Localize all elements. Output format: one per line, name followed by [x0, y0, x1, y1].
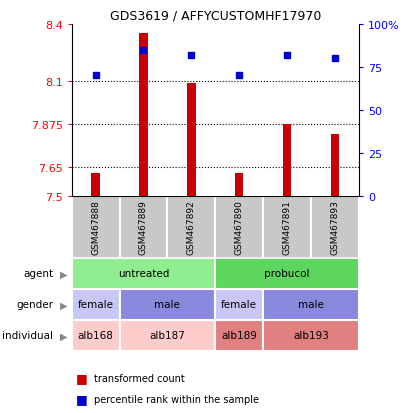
Bar [263, 289, 358, 320]
Bar [263, 197, 310, 258]
Bar [72, 289, 119, 320]
Bar [215, 197, 263, 258]
Text: GSM467892: GSM467892 [187, 200, 196, 255]
Bar [282, 125, 290, 197]
Bar [310, 197, 358, 258]
Text: individual: individual [2, 331, 53, 341]
Bar [167, 197, 215, 258]
Bar [215, 320, 263, 351]
Text: ▶: ▶ [60, 300, 67, 310]
Text: transformed count: transformed count [94, 373, 184, 383]
Text: GSM467891: GSM467891 [282, 200, 291, 255]
Text: percentile rank within the sample: percentile rank within the sample [94, 394, 258, 404]
Text: male: male [154, 300, 180, 310]
Bar [263, 320, 358, 351]
Text: alb187: alb187 [149, 331, 185, 341]
Bar [91, 173, 100, 197]
Title: GDS3619 / AFFYCUSTOMHF17970: GDS3619 / AFFYCUSTOMHF17970 [109, 9, 320, 22]
Text: GSM467890: GSM467890 [234, 200, 243, 255]
Text: female: female [77, 300, 113, 310]
Text: alb168: alb168 [78, 331, 113, 341]
Bar [215, 258, 358, 289]
Bar [72, 258, 215, 289]
Text: agent: agent [23, 269, 53, 279]
Text: gender: gender [16, 300, 53, 310]
Text: female: female [220, 300, 256, 310]
Text: untreated: untreated [117, 269, 169, 279]
Text: alb193: alb193 [292, 331, 328, 341]
Text: ■: ■ [76, 392, 88, 405]
Text: ▶: ▶ [60, 331, 67, 341]
Text: male: male [297, 300, 323, 310]
Bar [330, 135, 338, 197]
Bar [187, 84, 195, 197]
Text: GSM467889: GSM467889 [139, 200, 148, 255]
Bar [119, 320, 215, 351]
Bar [72, 320, 119, 351]
Bar [234, 173, 243, 197]
Bar [139, 34, 147, 197]
Text: ▶: ▶ [60, 269, 67, 279]
Text: alb189: alb189 [221, 331, 256, 341]
Bar [72, 197, 119, 258]
Bar [215, 289, 263, 320]
Text: GSM467893: GSM467893 [330, 200, 339, 255]
Text: ■: ■ [76, 371, 88, 385]
Bar [119, 197, 167, 258]
Bar [119, 289, 215, 320]
Text: GSM467888: GSM467888 [91, 200, 100, 255]
Text: probucol: probucol [264, 269, 309, 279]
